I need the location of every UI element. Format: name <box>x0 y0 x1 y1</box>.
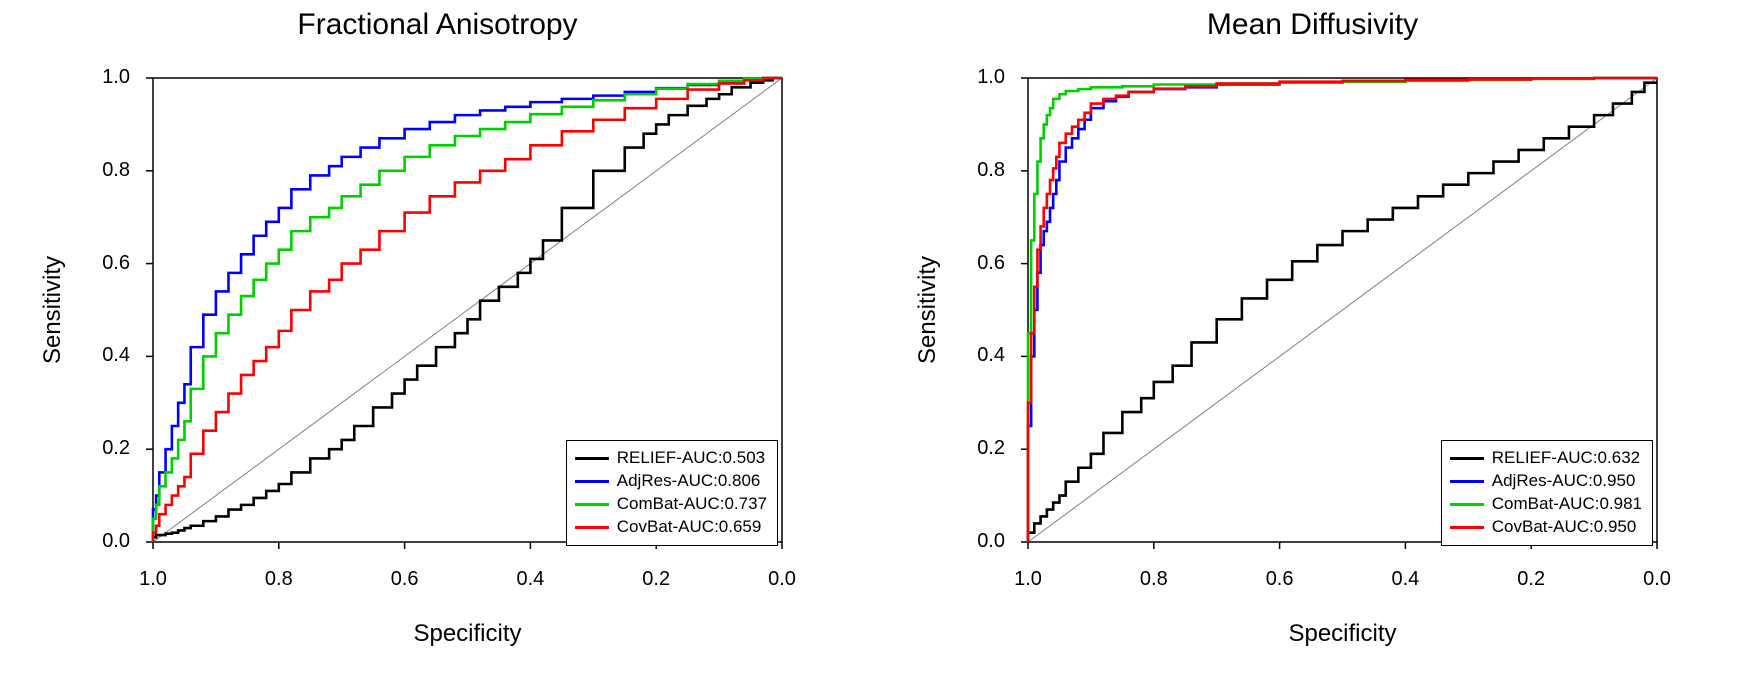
ytick-label: 0.4 <box>955 344 1005 367</box>
legend-item: RELIEF-AUC:0.503 <box>575 447 767 470</box>
legend-item: ComBat-AUC:0.981 <box>1450 493 1642 516</box>
legend-item: AdjRes-AUC:0.950 <box>1450 470 1642 493</box>
xtick-label: 0.4 <box>1385 568 1425 591</box>
xtick-label: 0.0 <box>762 568 802 591</box>
legend-fa: RELIEF-AUC:0.503AdjRes-AUC:0.806ComBat-A… <box>566 440 778 546</box>
ytick-label: 0.0 <box>955 530 1005 553</box>
ytick-label: 0.4 <box>80 344 130 367</box>
ytick-label: 0.8 <box>80 159 130 182</box>
ytick-label: 0.6 <box>955 252 1005 275</box>
ylabel-fa: Sensitivity <box>38 60 68 560</box>
xtick-label: 0.6 <box>1260 568 1300 591</box>
legend-label: AdjRes-AUC:0.806 <box>617 470 761 493</box>
legend-item: CovBat-AUC:0.659 <box>575 516 767 539</box>
xtick-label: 0.2 <box>636 568 676 591</box>
panel-title-md: Mean Diffusivity <box>875 8 1750 42</box>
ytick-label: 0.8 <box>955 159 1005 182</box>
ytick-label: 0.0 <box>80 530 130 553</box>
xtick-label: 0.6 <box>385 568 425 591</box>
ytick-label: 0.6 <box>80 252 130 275</box>
plot-md: RELIEF-AUC:0.632AdjRes-AUC:0.950ComBat-A… <box>1010 60 1675 560</box>
plot-fa: RELIEF-AUC:0.503AdjRes-AUC:0.806ComBat-A… <box>135 60 800 560</box>
ytick-label: 1.0 <box>80 66 130 89</box>
legend-label: ComBat-AUC:0.981 <box>1492 493 1642 516</box>
xtick-label: 1.0 <box>133 568 173 591</box>
panel-md: Mean Diffusivity Sensitivity RELIEF-AUC:… <box>875 0 1750 679</box>
panel-title-fa: Fractional Anisotropy <box>0 8 875 42</box>
legend-swatch <box>1450 503 1484 506</box>
figure-root: Fractional Anisotropy Sensitivity RELIEF… <box>0 0 1750 679</box>
legend-label: ComBat-AUC:0.737 <box>617 493 767 516</box>
legend-label: CovBat-AUC:0.659 <box>617 516 762 539</box>
legend-label: RELIEF-AUC:0.632 <box>1492 447 1640 470</box>
legend-item: CovBat-AUC:0.950 <box>1450 516 1642 539</box>
legend-label: AdjRes-AUC:0.950 <box>1492 470 1636 493</box>
legend-item: AdjRes-AUC:0.806 <box>575 470 767 493</box>
ylabel-md: Sensitivity <box>913 60 943 560</box>
legend-md: RELIEF-AUC:0.632AdjRes-AUC:0.950ComBat-A… <box>1441 440 1653 546</box>
xtick-label: 0.4 <box>510 568 550 591</box>
legend-swatch <box>1450 526 1484 529</box>
ytick-label: 1.0 <box>955 66 1005 89</box>
xlabel-md: Specificity <box>1010 620 1675 648</box>
legend-swatch <box>1450 480 1484 483</box>
xtick-label: 0.2 <box>1511 568 1551 591</box>
ytick-label: 0.2 <box>80 437 130 460</box>
legend-item: RELIEF-AUC:0.632 <box>1450 447 1642 470</box>
legend-item: ComBat-AUC:0.737 <box>575 493 767 516</box>
xtick-label: 0.0 <box>1637 568 1677 591</box>
legend-swatch <box>1450 457 1484 460</box>
xlabel-fa: Specificity <box>135 620 800 648</box>
legend-label: RELIEF-AUC:0.503 <box>617 447 765 470</box>
xtick-label: 0.8 <box>259 568 299 591</box>
xtick-label: 0.8 <box>1134 568 1174 591</box>
legend-swatch <box>575 503 609 506</box>
legend-swatch <box>575 526 609 529</box>
panel-fa: Fractional Anisotropy Sensitivity RELIEF… <box>0 0 875 679</box>
legend-swatch <box>575 480 609 483</box>
legend-swatch <box>575 457 609 460</box>
legend-label: CovBat-AUC:0.950 <box>1492 516 1637 539</box>
ytick-label: 0.2 <box>955 437 1005 460</box>
xtick-label: 1.0 <box>1008 568 1048 591</box>
